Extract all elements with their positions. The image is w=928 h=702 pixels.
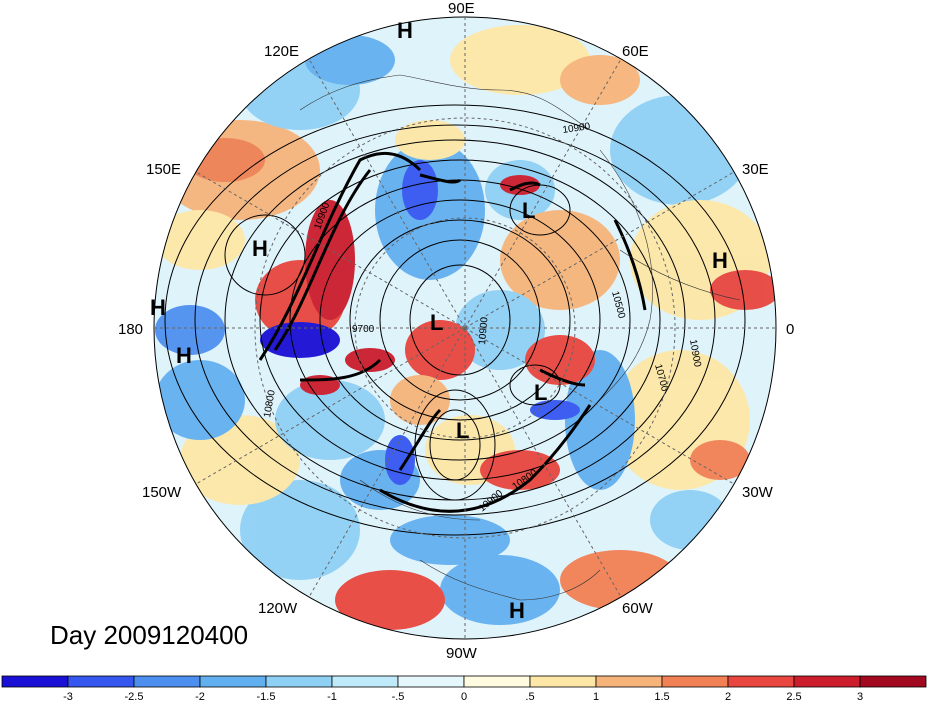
colorbar-box [331, 675, 399, 688]
contour-label: 10900 [562, 121, 592, 136]
colorbar-tick-label: 1.5 [654, 691, 669, 702]
colorbar-tick-label: -3 [63, 691, 73, 702]
pressure-centers: H H H H H H L L L L [150, 18, 728, 623]
colorbar-box [67, 675, 135, 688]
lon-label-90e: 90E [448, 0, 475, 17]
colorbar-tick-label: 3 [857, 691, 863, 702]
lon-label-0: 0 [786, 321, 794, 338]
map-title: Day 2009120400 [50, 620, 249, 650]
high-center-label: H [252, 236, 268, 261]
high-center-label: H [509, 598, 525, 623]
colorbar-tick-label: 1 [593, 691, 599, 702]
lon-label-90w: 90W [446, 645, 478, 662]
colorbar-tick-label: -1.5 [257, 691, 276, 702]
colorbar-box [859, 675, 927, 688]
colorbar-tick-label: .5 [525, 691, 534, 702]
lon-label-180: 180 [118, 321, 143, 338]
high-center-label: H [176, 343, 192, 368]
polar-map: 90E 60E 30E 0 30W 60W 90W 120W 150W 180 … [118, 0, 794, 662]
colorbar-tick-label: -1 [327, 691, 337, 702]
height-contours [164, 104, 746, 536]
colorbar-boxes [1, 675, 927, 688]
colorbar-box [133, 675, 201, 688]
lon-label-60e: 60E [622, 43, 649, 60]
lon-label-60w: 60W [622, 600, 654, 617]
colorbar-box [199, 675, 267, 688]
contour-label: 9700 [352, 324, 375, 335]
colorbar-box [529, 675, 597, 688]
colorbar-tick-labels: -3 -2.5 -2 -1.5 -1 -.5 0 .5 1 1.5 2 2.5 3 [63, 691, 863, 702]
lon-label-30e: 30E [742, 161, 769, 178]
low-center-label: L [456, 418, 469, 443]
high-center-label: H [397, 18, 413, 43]
colorbar-box [595, 675, 663, 688]
low-center-label: L [534, 380, 547, 405]
lon-label-120w: 120W [258, 600, 298, 617]
colorbar-tick-label: 2 [725, 691, 731, 702]
contour-label: 10900 [477, 316, 490, 345]
colorbar-tick-label: -2 [195, 691, 205, 702]
lon-label-150e: 150E [146, 161, 181, 178]
colorbar: -3 -2.5 -2 -1.5 -1 -.5 0 .5 1 1.5 2 2.5 3 [1, 675, 927, 702]
colorbar-box [793, 675, 861, 688]
colorbar-tick-label: -.5 [392, 691, 405, 702]
coastlines [299, 74, 741, 601]
colorbar-box [727, 675, 795, 688]
colorbar-box [265, 675, 333, 688]
colorbar-tick-label: 0 [461, 691, 467, 702]
contour-label: 10900 [687, 339, 703, 369]
colorbar-tick-label: -2.5 [125, 691, 144, 702]
lon-label-30w: 30W [742, 484, 774, 501]
contour-label: 10800 [262, 389, 278, 419]
jet-contours [258, 151, 647, 513]
lon-label-150w: 150W [142, 484, 182, 501]
low-center-label: L [522, 198, 535, 223]
colorbar-box [1, 675, 69, 688]
low-center-label: L [430, 310, 443, 335]
high-center-label: H [712, 248, 728, 273]
high-center-label: H [150, 295, 166, 320]
graticule [154, 17, 776, 639]
lon-label-120e: 120E [264, 43, 299, 60]
colorbar-box [397, 675, 465, 688]
colorbar-box [661, 675, 729, 688]
longitude-labels: 90E 60E 30E 0 30W 60W 90W 120W 150W 180 … [118, 0, 794, 662]
colorbar-tick-label: 2.5 [786, 691, 801, 702]
colorbar-box [463, 675, 531, 688]
